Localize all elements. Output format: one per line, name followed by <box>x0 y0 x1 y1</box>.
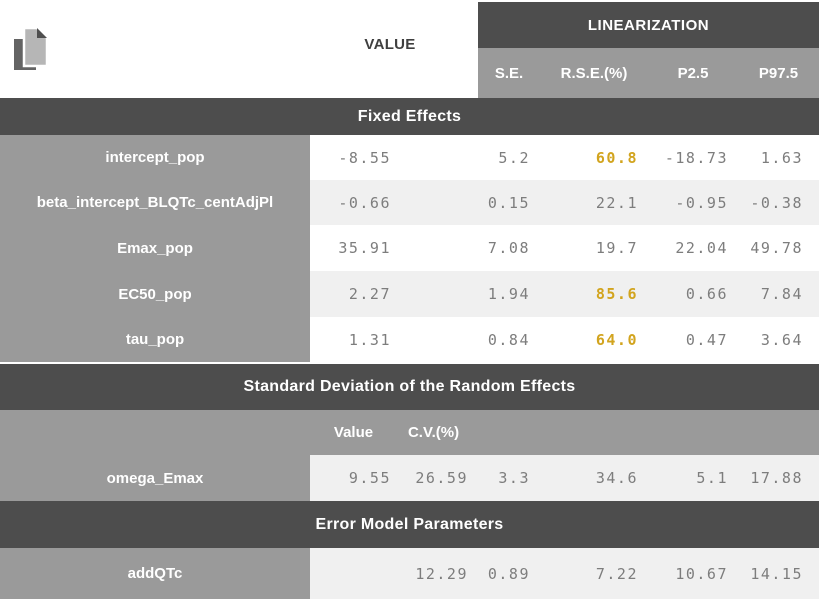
p97-5-cell: 3.64 <box>738 317 819 362</box>
col-header-value: Value <box>333 424 374 441</box>
table-row: addQTc 12.29 0.89 7.22 10.67 14.15 <box>0 548 819 599</box>
se-cell: 5.2 <box>470 135 540 180</box>
value-cell: 12.29 <box>310 548 470 599</box>
section-header-error-model: Error Model Parameters <box>0 501 819 548</box>
p2-5-cell: 0.47 <box>648 317 738 362</box>
rse-cell: 19.7 <box>540 225 648 271</box>
col-header-cv: C.V.(%) <box>407 424 460 441</box>
linearization-title: LINEARIZATION <box>478 2 819 48</box>
value-cell: -0.66 <box>310 180 397 225</box>
p2-5-cell: -18.73 <box>648 135 738 180</box>
linearization-header-block: LINEARIZATION S.E. R.S.E.(%) P2.5 P97.5 <box>478 2 819 98</box>
value-cell: 1.31 <box>310 317 397 362</box>
rse-cell: 64.0 <box>540 317 648 362</box>
cv-cell <box>397 225 470 271</box>
param-label: addQTc <box>0 548 310 599</box>
section-header-fixed-effects: Fixed Effects <box>0 98 819 135</box>
p97-5-cell: 7.84 <box>738 271 819 317</box>
value-cell: -8.55 <box>310 135 397 180</box>
param-label: Emax_pop <box>0 225 310 271</box>
table-header: VALUE LINEARIZATION S.E. R.S.E.(%) P2.5 … <box>0 0 819 98</box>
se-cell: 0.15 <box>470 180 540 225</box>
p97-5-cell: 49.78 <box>738 225 819 271</box>
p2-5-cell: 0.66 <box>648 271 738 317</box>
col-header-p97-5: P97.5 <box>758 64 799 82</box>
param-label: omega_Emax <box>0 455 310 501</box>
table-row: omega_Emax 9.55 26.59 3.3 34.6 5.1 17.88 <box>0 455 819 501</box>
cv-cell <box>397 180 470 225</box>
table-row: intercept_pop -8.55 5.2 60.8 -18.73 1.63 <box>0 135 819 180</box>
p97-5-cell: 17.88 <box>738 455 819 501</box>
se-cell: 0.84 <box>470 317 540 362</box>
se-cell: 7.08 <box>470 225 540 271</box>
table-row: EC50_pop 2.27 1.94 85.6 0.66 7.84 <box>0 271 819 317</box>
p97-5-cell: 1.63 <box>738 135 819 180</box>
se-cell: 0.89 <box>470 548 540 599</box>
section-divider <box>0 362 819 364</box>
col-header-rse: R.S.E.(%) <box>560 64 628 82</box>
value-column-header: VALUE <box>364 36 416 53</box>
p2-5-cell: -0.95 <box>648 180 738 225</box>
value-cell: 2.27 <box>310 271 397 317</box>
table-row: tau_pop 1.31 0.84 64.0 0.47 3.64 <box>0 317 819 362</box>
param-label: tau_pop <box>0 317 310 362</box>
table-row: beta_intercept_BLQTc_centAdjPl -0.66 0.1… <box>0 180 819 225</box>
value-cell: 9.55 <box>310 455 397 501</box>
section-header-random-effects: Standard Deviation of the Random Effects <box>0 364 819 410</box>
rse-cell: 22.1 <box>540 180 648 225</box>
rse-cell: 85.6 <box>540 271 648 317</box>
copy-icon[interactable] <box>12 26 52 72</box>
col-header-p2-5: P2.5 <box>677 64 709 82</box>
se-cell: 1.94 <box>470 271 540 317</box>
col-header-se: S.E. <box>494 64 524 82</box>
p97-5-cell: 14.15 <box>738 548 819 599</box>
p97-5-cell: -0.38 <box>738 180 819 225</box>
cv-cell <box>397 271 470 317</box>
param-label: beta_intercept_BLQTc_centAdjPl <box>0 180 310 225</box>
linearization-subcolumns: S.E. R.S.E.(%) P2.5 P97.5 <box>478 48 819 98</box>
p2-5-cell: 10.67 <box>648 548 738 599</box>
random-effects-subcolumns: Value C.V.(%) <box>0 410 819 455</box>
cv-cell <box>397 135 470 180</box>
p2-5-cell: 22.04 <box>648 225 738 271</box>
param-label: intercept_pop <box>0 135 310 180</box>
cv-cell <box>397 317 470 362</box>
table-row: Emax_pop 35.91 7.08 19.7 22.04 49.78 <box>0 225 819 271</box>
p2-5-cell: 5.1 <box>648 455 738 501</box>
cv-cell: 26.59 <box>397 455 470 501</box>
rse-cell: 34.6 <box>540 455 648 501</box>
rse-cell: 60.8 <box>540 135 648 180</box>
se-cell: 3.3 <box>470 455 540 501</box>
param-label: EC50_pop <box>0 271 310 317</box>
value-cell: 35.91 <box>310 225 397 271</box>
rse-cell: 7.22 <box>540 548 648 599</box>
